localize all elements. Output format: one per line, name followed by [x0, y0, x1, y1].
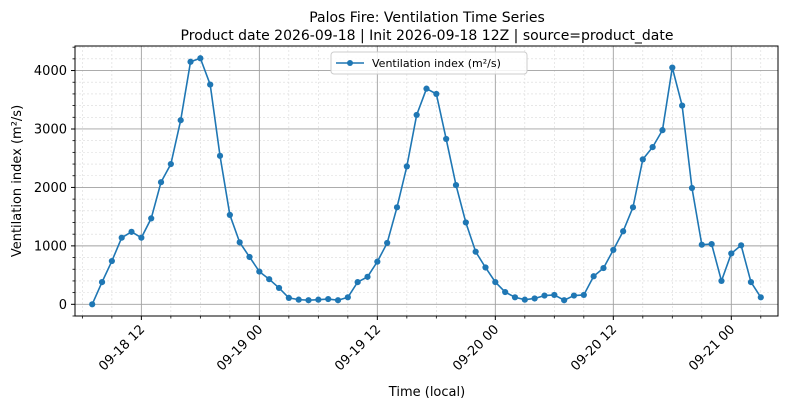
data-point — [118, 234, 125, 241]
legend-label: Ventilation index (m²/s) — [372, 57, 501, 70]
data-point — [620, 228, 627, 235]
data-point — [659, 127, 666, 134]
data-point — [108, 257, 115, 265]
data-point — [177, 117, 184, 124]
y-tick-label-1000: 1000 — [34, 239, 67, 254]
x-tick-label-0918-12: 09-18 12 — [96, 322, 148, 374]
data-point — [216, 152, 224, 159]
data-point — [728, 250, 735, 257]
data-point — [207, 81, 214, 88]
data-point — [197, 55, 204, 62]
data-point — [521, 296, 528, 303]
data-point — [600, 264, 607, 272]
data-point — [187, 58, 194, 65]
x-tick-label-0920-12: 09-20 12 — [568, 322, 620, 374]
y-tick-label-3000: 3000 — [34, 122, 67, 137]
plot-area-frame — [74, 45, 779, 317]
data-point — [747, 279, 755, 286]
data-point — [98, 279, 106, 286]
x-tick-label-0920-00: 09-20 00 — [450, 322, 502, 374]
data-point — [452, 181, 460, 189]
data-point — [157, 179, 165, 186]
data-point — [315, 296, 322, 303]
data-point — [570, 292, 578, 299]
data-point — [590, 273, 597, 280]
data-point — [295, 296, 302, 303]
data-point — [472, 248, 479, 255]
data-point — [462, 219, 469, 226]
data-point — [561, 297, 568, 304]
data-point — [275, 284, 283, 292]
data-point — [374, 258, 381, 265]
y-tick-label-4000: 4000 — [34, 64, 67, 79]
data-point — [403, 163, 410, 170]
data-point — [639, 156, 646, 163]
data-point — [354, 279, 361, 286]
data-point — [393, 204, 401, 211]
data-point — [551, 291, 558, 299]
chart-subtitle: Product date 2026-09-18 | Init 2026-09-1… — [181, 28, 674, 44]
legend-marker-swatch — [347, 60, 353, 66]
data-point — [541, 292, 548, 299]
major-gridlines — [75, 46, 778, 316]
y-tick-label-2000: 2000 — [34, 181, 67, 196]
data-point — [246, 253, 253, 261]
data-point — [698, 241, 705, 248]
data-point — [334, 297, 342, 304]
data-point — [482, 264, 489, 271]
data-point — [492, 279, 499, 286]
data-point — [325, 295, 332, 303]
data-point — [423, 85, 430, 92]
data-point — [236, 239, 243, 246]
data-point — [738, 242, 745, 249]
data-point — [305, 297, 312, 304]
series-layer — [89, 55, 764, 308]
y-tick-labels: 0 1000 2000 3000 4000 — [34, 64, 67, 313]
data-point — [708, 241, 715, 248]
data-point — [384, 239, 391, 247]
data-point — [718, 277, 725, 285]
data-point — [364, 273, 371, 280]
data-point — [443, 135, 450, 143]
data-point — [511, 294, 519, 301]
y-tick-label-0: 0 — [59, 298, 67, 313]
data-point — [679, 102, 686, 109]
legend: Ventilation index (m²/s) — [330, 51, 528, 75]
data-point — [502, 288, 509, 296]
chart-title: Palos Fire: Ventilation Time Series — [309, 10, 545, 26]
data-point — [148, 215, 155, 222]
data-point — [256, 268, 263, 275]
x-tick-label-0919-12: 09-19 12 — [332, 322, 384, 374]
data-point — [167, 160, 174, 168]
data-point — [285, 294, 292, 301]
data-point — [669, 64, 676, 71]
axis-ticks — [71, 46, 762, 320]
x-tick-label-0921-00: 09-21 00 — [686, 322, 738, 374]
data-point — [688, 184, 696, 192]
data-point — [610, 246, 617, 254]
data-point — [344, 294, 351, 301]
data-point — [226, 211, 233, 218]
x-axis-label: Time (local) — [388, 385, 465, 400]
y-axis-label: Ventilation index (m²/s) — [10, 105, 25, 257]
data-point — [433, 90, 440, 98]
data-point — [757, 294, 764, 301]
data-point — [89, 301, 96, 308]
data-point — [413, 111, 420, 119]
data-point — [266, 276, 273, 283]
x-tick-label-0919-00: 09-19 00 — [214, 322, 266, 374]
legend-box — [330, 51, 528, 75]
data-point — [138, 234, 145, 241]
data-point — [531, 295, 538, 302]
data-point — [580, 291, 587, 299]
data-point — [629, 204, 637, 211]
x-tick-labels: 09-18 12 09-19 00 09-19 12 09-20 00 09-2… — [96, 322, 738, 374]
series-line-ventilation-index — [91, 57, 762, 305]
data-point — [128, 228, 135, 235]
series-points — [89, 55, 764, 308]
data-point — [649, 144, 656, 151]
